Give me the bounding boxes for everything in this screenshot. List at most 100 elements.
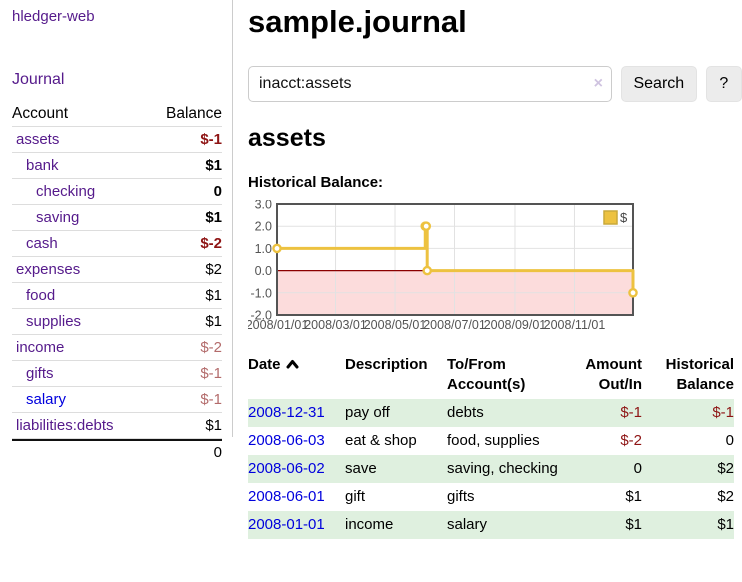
sidebar-item-journal[interactable]: Journal (12, 71, 65, 88)
account-balance: $2 (205, 261, 222, 278)
account-balance: $1 (205, 287, 222, 304)
sidebar-account-link[interactable]: income (16, 339, 65, 356)
data-point-marker (421, 221, 432, 232)
search-input[interactable] (248, 66, 612, 102)
sidebar-account-row: liabilities:debts $1 (12, 413, 222, 439)
svg-text:2.0: 2.0 (255, 220, 272, 234)
svg-text:-2.0: -2.0 (250, 309, 272, 323)
chart-title: Historical Balance: (248, 174, 384, 191)
account-balance: $-2 (200, 339, 222, 356)
sidebar-account-link[interactable]: supplies (26, 313, 82, 330)
description-column-header: Description (345, 356, 428, 373)
accounts-table-header: Account Balance (12, 101, 222, 127)
transaction-accounts: saving, checking (447, 460, 558, 477)
sidebar-account-row: supplies $1 (12, 309, 222, 335)
sidebar-account-row: checking 0 (12, 179, 222, 205)
sidebar-account-row: income $-2 (12, 335, 222, 361)
svg-text:2008/05/01: 2008/05/01 (364, 318, 427, 332)
sidebar-account-link[interactable]: bank (26, 157, 59, 174)
svg-text:2008/09/01: 2008/09/01 (484, 318, 547, 332)
sidebar-account-link[interactable]: assets (16, 131, 60, 148)
clear-search-icon[interactable]: × (593, 75, 603, 92)
accounts-total-row: 0 (12, 439, 222, 465)
register-row[interactable]: 2008-12-31 pay off debts $-1 $-1 (248, 399, 734, 427)
sidebar-account-link[interactable]: gifts (26, 365, 54, 382)
historical-balance-chart[interactable]: $3.0 2.0 1.0 0.0 -1.0 -2.0 2008/01/01 2008/03/0… (246, 198, 742, 338)
help-button[interactable]: ? (705, 66, 742, 102)
transaction-amount: $1 (625, 516, 642, 533)
account-balance: $-1 (200, 131, 222, 148)
register-row[interactable]: 2008-01-01 income salary $1 $1 (248, 511, 734, 539)
register-row[interactable]: 2008-06-03 eat & shop food, supplies $-2 0 (248, 427, 734, 455)
account-balance: $1 (205, 157, 222, 174)
amount-column-header: Amount Out/In (585, 356, 642, 393)
transaction-balance: 0 (725, 432, 734, 449)
sidebar-account-link[interactable]: checking (36, 183, 96, 200)
svg-text:-1.0: -1.0 (250, 286, 272, 300)
account-rows: assets $-1 bank $1 checking 0 saving $1 cash $-2 e… (12, 127, 222, 439)
svg-text:2008/11/01: 2008/11/01 (544, 318, 606, 332)
transaction-amount: $-1 (620, 404, 642, 421)
account-balance: $1 (205, 417, 222, 434)
search-form: × Search ? (248, 66, 742, 102)
register-row[interactable]: 2008-06-02 save saving, checking 0 $2 (248, 455, 734, 483)
sidebar: hledger-web Journal Account Balance asse… (0, 0, 233, 461)
sidebar-account-link[interactable]: saving (36, 209, 80, 226)
sidebar-account-row: expenses $2 (12, 257, 222, 283)
account-balance: $1 (205, 313, 222, 330)
sidebar-account-row: gifts $-1 (12, 361, 222, 387)
sidebar-account-link[interactable]: food (26, 287, 56, 304)
transaction-accounts: salary (447, 516, 488, 533)
svg-text:1.0: 1.0 (255, 242, 272, 256)
register-header-row: Date Description To/From Account(s) Amou… (248, 353, 734, 399)
account-balance: $-2 (200, 235, 222, 252)
transaction-date-link[interactable]: 2008-06-03 (248, 432, 325, 449)
register-row[interactable]: 2008-06-01 gift gifts $1 $2 (248, 483, 734, 511)
sidebar-account-row: salary $-1 (12, 387, 222, 413)
transaction-description: pay off (345, 404, 390, 421)
transaction-amount: 0 (633, 460, 642, 477)
transaction-description: income (345, 516, 394, 533)
account-heading: assets (248, 124, 326, 152)
main-panel: sample.journal × Search ? assets Histori… (246, 0, 742, 539)
account-balance: $-1 (200, 391, 222, 408)
date-column-header[interactable]: Date (248, 353, 345, 399)
svg-text:2008/03/01: 2008/03/01 (304, 318, 367, 332)
accounts-total-value: 0 (213, 444, 222, 461)
transaction-date-link[interactable]: 2008-06-02 (248, 460, 325, 477)
data-point-marker (422, 265, 433, 276)
transaction-date-link[interactable]: 2008-06-01 (248, 488, 325, 505)
sidebar-account-row: food $1 (12, 283, 222, 309)
transaction-accounts: food, supplies (447, 432, 540, 449)
balance-column-header: Balance (165, 105, 222, 122)
sidebar-account-link[interactable]: expenses (16, 261, 81, 278)
register-table: Date Description To/From Account(s) Amou… (248, 353, 734, 539)
account-balance: 0 (213, 183, 222, 200)
data-point-marker (628, 288, 638, 298)
sidebar-account-row: saving $1 (12, 205, 222, 231)
account-balance: $-1 (200, 365, 222, 382)
transaction-description: save (345, 460, 377, 477)
accounts-column-header: To/From Account(s) (447, 356, 526, 393)
sidebar-account-row: cash $-2 (12, 231, 222, 257)
sidebar-account-link[interactable]: liabilities:debts (16, 417, 114, 434)
svg-text:3.0: 3.0 (255, 200, 272, 212)
legend-label: $ (620, 210, 628, 225)
transaction-description: eat & shop (345, 432, 417, 449)
search-button[interactable]: Search (621, 66, 697, 102)
transaction-amount: $1 (625, 488, 642, 505)
svg-text:2008/01/01: 2008/01/01 (248, 318, 308, 332)
app-title-link[interactable]: hledger-web (12, 8, 95, 25)
transaction-accounts: debts (447, 404, 484, 421)
svg-text:0.0: 0.0 (255, 264, 272, 278)
transaction-balance: $2 (717, 460, 734, 477)
account-column-header: Account (12, 105, 69, 122)
transaction-description: gift (345, 488, 366, 505)
transaction-accounts: gifts (447, 488, 475, 505)
account-balance: $1 (205, 209, 222, 226)
transaction-date-link[interactable]: 2008-01-01 (248, 516, 325, 533)
sidebar-account-link[interactable]: cash (26, 235, 58, 252)
sidebar-account-row: bank $1 (12, 153, 222, 179)
sidebar-account-link[interactable]: salary (26, 391, 67, 408)
transaction-date-link[interactable]: 2008-12-31 (248, 404, 325, 421)
